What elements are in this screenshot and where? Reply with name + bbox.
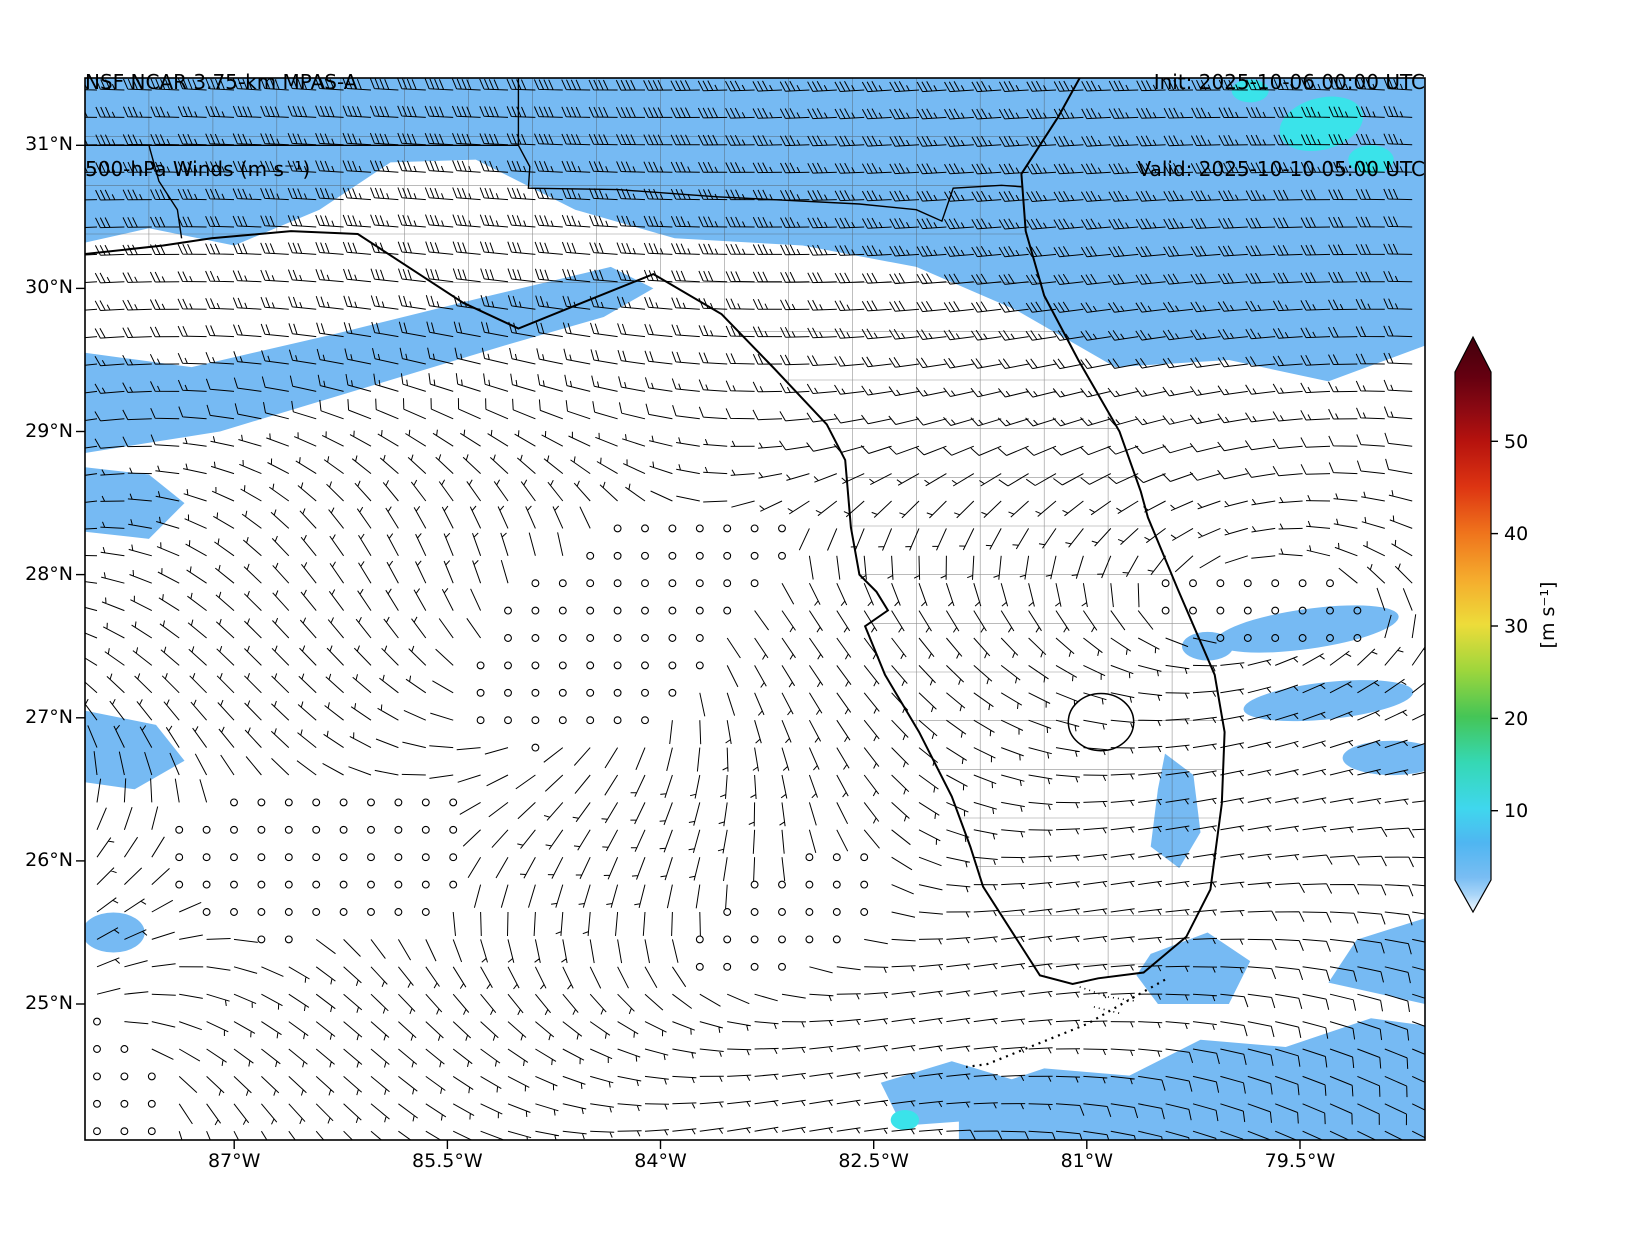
lon-tick-label: 81°W bbox=[1060, 1150, 1114, 1172]
wind-speed-shading bbox=[85, 78, 1425, 1140]
plot-title: NSF NCAR 3.75-km MPAS-A 500-hPa Winds (m… bbox=[85, 10, 357, 242]
colorbar-bar bbox=[1454, 335, 1492, 914]
colorbar-unit-label: [m s⁻¹] bbox=[1537, 581, 1559, 649]
lat-tick-label: 25°N bbox=[25, 992, 73, 1015]
init-time: Init: 2025-10-06 00:00 UTC bbox=[1153, 70, 1425, 94]
lon-tick-label: 79.5°W bbox=[1264, 1150, 1336, 1172]
plot-title-line1: NSF NCAR 3.75-km MPAS-A bbox=[85, 70, 358, 94]
lat-tick-label: 27°N bbox=[25, 705, 73, 728]
lat-tick-label: 31°N bbox=[25, 133, 73, 156]
lon-tick-label: 84°W bbox=[634, 1150, 687, 1172]
lon-tick-label: 82.5°W bbox=[838, 1150, 909, 1172]
plot-title-line2: 500-hPa Winds (m s⁻¹) bbox=[85, 157, 311, 181]
axis-ticks bbox=[76, 144, 1301, 1149]
lat-tick-label: 26°N bbox=[25, 848, 73, 871]
calm-circles bbox=[93, 524, 1362, 1136]
colorbar-tick-label: 30 bbox=[1504, 616, 1528, 638]
colorbar: 10 20 30 40 50 bbox=[1454, 335, 1528, 914]
lat-tick-label: 30°N bbox=[25, 276, 73, 299]
lat-tick-label: 29°N bbox=[25, 419, 73, 442]
lon-tick-label: 87°W bbox=[207, 1150, 261, 1172]
colorbar-tick-label: 20 bbox=[1504, 708, 1528, 730]
colorbar-tick-label: 40 bbox=[1504, 523, 1528, 545]
lon-tick-label: 85.5°W bbox=[412, 1150, 483, 1172]
colorbar-tick-label: 10 bbox=[1504, 800, 1528, 822]
map-plot bbox=[85, 78, 1425, 1140]
florida-bay-dots bbox=[1079, 986, 1137, 1015]
colorbar-tick-label: 50 bbox=[1504, 431, 1528, 453]
plot-times: Init: 2025-10-06 00:00 UTC Valid: 2025-1… bbox=[1137, 10, 1425, 242]
coastline bbox=[85, 78, 1226, 986]
plot-frame bbox=[84, 77, 1426, 1141]
valid-time: Valid: 2025-10-10 05:00 UTC bbox=[1137, 157, 1425, 181]
lat-tick-label: 28°N bbox=[25, 562, 73, 585]
wind-barbs bbox=[85, 78, 1425, 1140]
